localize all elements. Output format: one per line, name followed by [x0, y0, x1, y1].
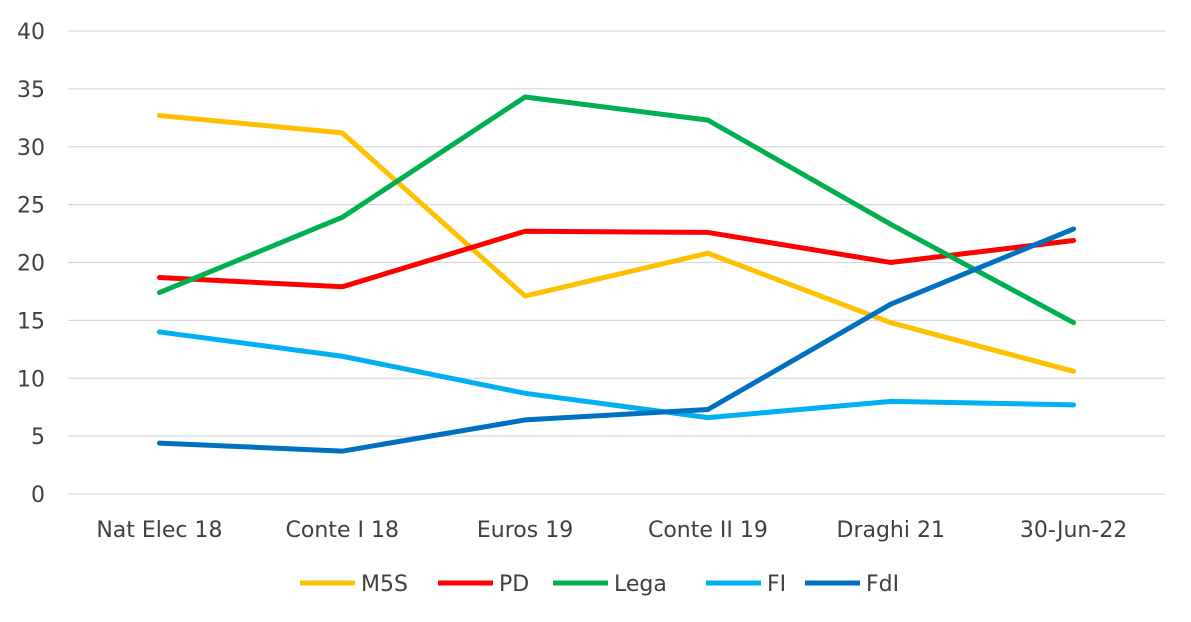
y-tick-label: 20	[17, 252, 45, 277]
y-axis-ticks: 0 5 10 15 20 25 30 35 40	[17, 20, 45, 508]
series-line-lega	[156, 94, 1077, 326]
gridlines	[68, 30, 1165, 495]
series-line-fi	[156, 329, 1077, 421]
y-tick-label: 40	[17, 20, 45, 45]
x-tick-label: Draghi 21	[837, 518, 945, 543]
x-tick-label: Conte I 18	[286, 518, 399, 543]
x-axis-ticks: Nat Elec 18 Conte I 18 Euros 19 Conte II 19…	[96, 518, 1127, 543]
y-tick-label: 15	[17, 309, 45, 334]
x-tick-label: Nat Elec 18	[96, 518, 222, 543]
y-tick-label: 30	[17, 136, 45, 161]
y-tick-label: 0	[31, 483, 45, 508]
series-line-fdi	[156, 226, 1077, 454]
y-tick-label: 25	[17, 194, 45, 219]
x-tick-label: Euros 19	[477, 518, 573, 543]
legend-label-fdi: FdI	[866, 572, 899, 597]
x-tick-label: 30-Jun-22	[1020, 518, 1127, 543]
legend-label-fi: FI	[767, 572, 786, 597]
y-tick-label: 10	[17, 367, 45, 392]
legend: M5S PD Lega FI FdI	[300, 572, 899, 597]
legend-label-lega: Lega	[614, 572, 667, 597]
series-line-pd	[156, 228, 1077, 290]
legend-label-m5s: M5S	[361, 572, 408, 597]
y-tick-label: 5	[31, 425, 45, 450]
legend-label-pd: PD	[499, 572, 529, 597]
series-line-m5s	[156, 112, 1077, 374]
series-lines	[156, 94, 1077, 454]
x-tick-label: Conte II 19	[648, 518, 768, 543]
y-tick-label: 35	[17, 78, 45, 103]
